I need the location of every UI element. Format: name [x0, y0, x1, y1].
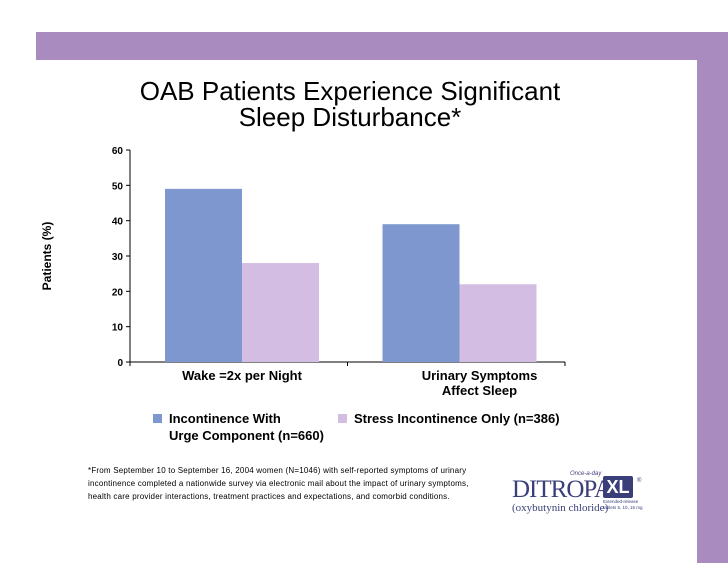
legend-swatch-urge — [153, 414, 162, 423]
y-tick-label: 0 — [117, 358, 123, 369]
footnote-line: incontinence completed a nationwide surv… — [88, 479, 469, 488]
slide-title-line-2: Sleep Disturbance* — [238, 102, 462, 132]
logo-subtext: Extended-release tablets 5, 10, 15 mg — [603, 499, 647, 511]
bar-stress-2 — [459, 284, 537, 362]
logo-registered-mark: ® — [637, 478, 642, 484]
y-tick-label: 60 — [112, 146, 124, 157]
slide-background — [36, 60, 697, 563]
footnote-line: *From September 10 to September 16, 2004… — [88, 466, 467, 475]
side-band — [697, 32, 728, 563]
logo-generic-name: (oxybutynin chloride) — [512, 502, 609, 514]
bar-stress-1 — [242, 263, 319, 362]
legend-swatch-stress — [338, 414, 347, 423]
ditropan-xl-logo: Once-a-day DITROPAN XL ® (oxybutynin chl… — [512, 471, 647, 521]
logo-tagline: Once-a-day — [570, 471, 602, 477]
logo-subtext-line: Extended-release — [603, 499, 639, 504]
y-tick-label: 10 — [112, 323, 124, 334]
slide-title-line-1: OAB Patients Experience Significant — [139, 76, 561, 106]
y-tick-label: 40 — [112, 217, 124, 228]
x-category-label: Urinary Symptoms — [422, 368, 538, 383]
y-tick-label: 50 — [112, 181, 124, 192]
legend-label-urge-line-2: Urge Component (n=660) — [169, 428, 324, 443]
x-category-label: Wake =2x per Night — [182, 368, 302, 383]
x-category-label: Affect Sleep — [442, 383, 517, 398]
bar-urge-1 — [165, 188, 242, 362]
legend-label-stress: Stress Incontinence Only (n=386) — [354, 411, 560, 426]
footnote: *From September 10 to September 16, 2004… — [88, 464, 508, 503]
logo-subtext-line: tablets 5, 10, 15 mg — [603, 505, 643, 510]
logo-xl-badge: XL — [603, 476, 633, 498]
bar-urge-2 — [382, 224, 460, 362]
y-tick-label: 20 — [112, 287, 124, 298]
footnote-line: health care provider interactions, treat… — [88, 492, 450, 501]
legend-label-urge-line-1: Incontinence With — [169, 411, 281, 426]
y-tick-label: 30 — [112, 252, 124, 263]
